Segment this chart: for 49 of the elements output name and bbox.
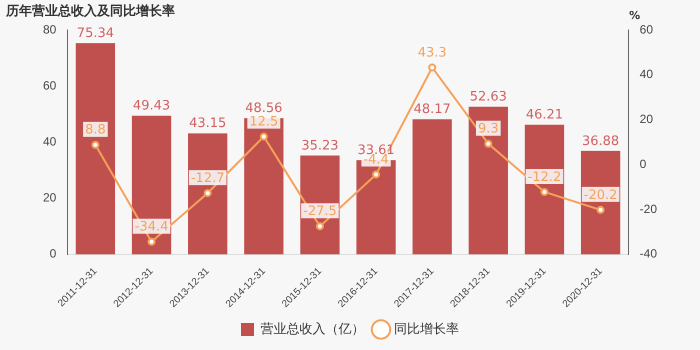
y2-tick-label: 20	[640, 112, 654, 126]
y2-axis-title: %	[629, 8, 640, 22]
y2-tick-label: -20	[640, 202, 658, 216]
bar	[132, 116, 172, 254]
y2-tick-label: 0	[640, 156, 647, 171]
data-label: -27.5	[303, 204, 337, 220]
data-label: 35.23	[301, 138, 339, 154]
data-label: 48.17	[414, 102, 451, 118]
point	[91, 140, 100, 149]
chart-title: 历年营业总收入及同比增长率	[6, 2, 175, 20]
y-tick-label: 40	[42, 134, 57, 148]
legend-label: 营业总收入（亿）	[260, 322, 364, 337]
bar	[524, 124, 564, 254]
y2-tick-label: 60	[640, 22, 654, 36]
point	[372, 170, 380, 178]
data-label: 52.63	[470, 90, 507, 105]
y-tick-label: 0	[50, 246, 57, 261]
y2-tick-label: -40	[640, 246, 658, 261]
data-label: -34.4	[134, 220, 168, 235]
y-tick-label: 20	[42, 190, 57, 205]
point	[596, 206, 605, 214]
data-label: -20.2	[584, 188, 618, 203]
data-label: 43.3	[418, 45, 447, 60]
data-label: 49.43	[132, 98, 170, 114]
point	[148, 238, 156, 246]
data-label: 43.15	[189, 116, 226, 132]
legend-label: 同比增长率	[394, 320, 459, 337]
point	[484, 140, 492, 148]
bar	[412, 119, 452, 254]
data-label: 8.8	[85, 122, 106, 138]
point	[428, 63, 436, 72]
data-label: 12.5	[249, 114, 278, 130]
data-label: 9.3	[478, 122, 499, 137]
point	[204, 189, 212, 198]
bar	[188, 133, 228, 254]
point	[260, 132, 268, 141]
data-label: -12.2	[528, 170, 562, 185]
data-label: 48.56	[245, 101, 282, 116]
data-label: -12.7	[190, 170, 224, 186]
y-tick-label: 80	[42, 22, 57, 36]
data-label: 46.21	[526, 108, 564, 123]
bar	[468, 106, 508, 254]
point	[540, 188, 548, 196]
y2-tick-label: 40	[640, 67, 654, 82]
bar	[76, 43, 116, 254]
data-label: 75.34	[76, 26, 114, 41]
y-tick-label: 60	[42, 78, 57, 92]
data-label: 36.88	[582, 134, 620, 149]
point	[316, 222, 324, 230]
